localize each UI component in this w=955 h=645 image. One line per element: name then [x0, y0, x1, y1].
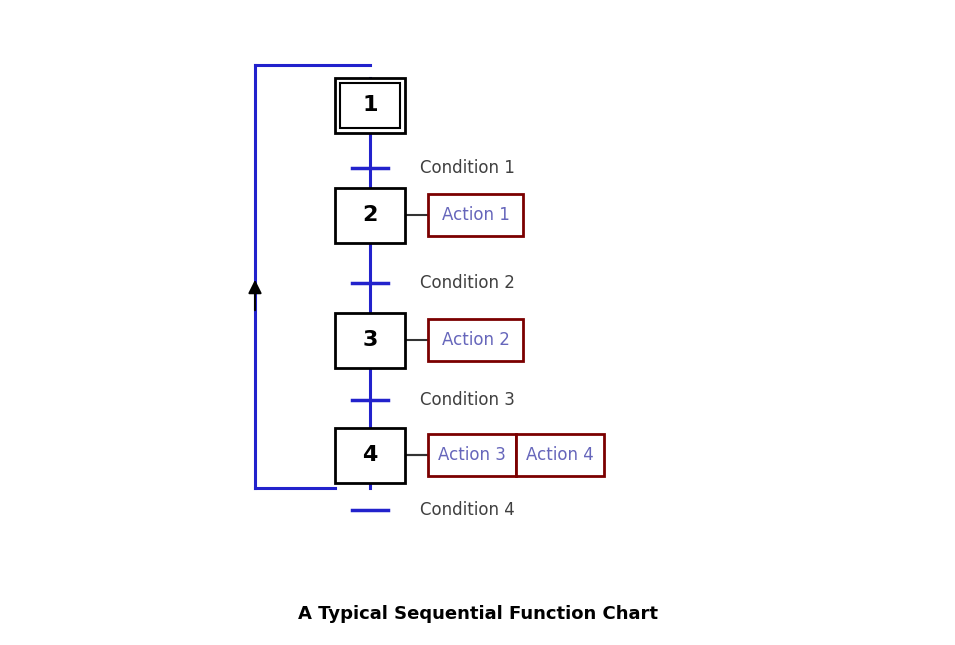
Text: Condition 2: Condition 2 — [420, 274, 515, 292]
Bar — [335, 312, 405, 368]
Text: 4: 4 — [362, 445, 377, 465]
Text: 3: 3 — [362, 330, 377, 350]
Text: Action 4: Action 4 — [526, 446, 594, 464]
Text: Condition 1: Condition 1 — [420, 159, 515, 177]
Text: 2: 2 — [362, 205, 377, 225]
Text: Action 2: Action 2 — [441, 331, 509, 349]
Bar — [516, 434, 604, 476]
Text: Action 3: Action 3 — [438, 446, 506, 464]
Bar — [335, 188, 405, 243]
Text: Condition 3: Condition 3 — [420, 391, 515, 409]
Bar — [340, 83, 400, 128]
Bar — [428, 194, 523, 236]
Bar — [428, 319, 523, 361]
Bar — [335, 428, 405, 482]
Text: Condition 4: Condition 4 — [420, 501, 515, 519]
Text: 1: 1 — [362, 95, 378, 115]
Bar — [428, 434, 516, 476]
Bar — [335, 77, 405, 132]
Text: A Typical Sequential Function Chart: A Typical Sequential Function Chart — [298, 605, 657, 623]
Text: Action 1: Action 1 — [441, 206, 509, 224]
